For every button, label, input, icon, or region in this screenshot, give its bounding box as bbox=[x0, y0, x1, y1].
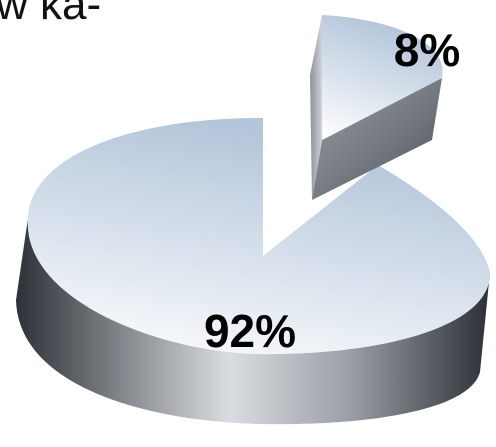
slice-8-side bbox=[312, 78, 442, 200]
slice-8-top bbox=[322, 15, 443, 140]
slice-label: 8% bbox=[394, 24, 460, 76]
slice-8-cut-face bbox=[310, 15, 322, 200]
slice-label: 92% bbox=[204, 305, 296, 357]
slice-92-top bbox=[27, 118, 491, 355]
slice-92-side bbox=[16, 218, 491, 425]
slice-8-group: 8% bbox=[310, 15, 460, 200]
clipped-header-text: w ka- bbox=[0, 0, 102, 29]
slice-92-group: 92% bbox=[16, 118, 491, 425]
